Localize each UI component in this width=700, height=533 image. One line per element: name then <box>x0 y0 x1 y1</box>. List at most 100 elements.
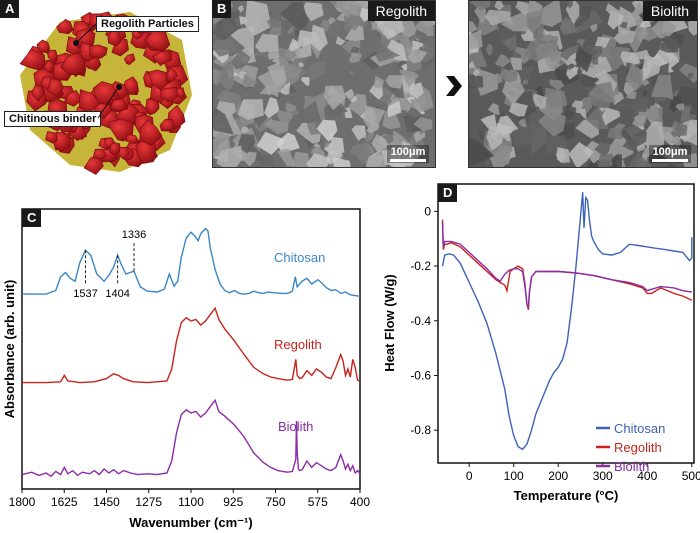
dsc-line-regolith <box>441 219 693 310</box>
sem-grain <box>349 142 372 165</box>
sem-grain <box>625 63 644 92</box>
regolith-particle <box>43 60 55 74</box>
sem-grain <box>525 9 543 34</box>
sem-grain <box>363 105 386 134</box>
regolith-scale-label: 100μm <box>390 146 426 158</box>
sem-grain <box>237 5 244 13</box>
sem-grain <box>285 26 294 34</box>
sem-grain <box>651 74 674 100</box>
sem-grain <box>508 102 528 117</box>
sem-grain <box>267 17 282 28</box>
biolith-scale-label: 100μm <box>652 146 688 158</box>
sem-grain <box>279 1 309 31</box>
dsc-line-chitosan <box>441 192 693 451</box>
sem-grain <box>689 114 697 120</box>
biolith-scalebar: 100μm <box>649 145 691 163</box>
sem-grain <box>659 35 679 53</box>
sem-grain <box>589 23 598 33</box>
regolith-scalebar: 100μm <box>387 145 429 163</box>
regolith-particles-render <box>19 11 192 175</box>
sem-grain <box>302 2 324 22</box>
regolith-particle <box>123 53 136 66</box>
x-tick-label: 400 <box>350 495 370 509</box>
sem-grain <box>332 157 351 167</box>
sem-grain <box>556 147 570 163</box>
sem-grain <box>306 153 332 167</box>
regolith-particle <box>147 69 172 90</box>
sem-grain <box>213 39 238 57</box>
sem-grain <box>640 55 663 81</box>
sem-grain <box>300 76 310 86</box>
sem-grain <box>260 154 274 167</box>
biolith-texture <box>469 1 697 167</box>
sem-grain <box>589 62 595 68</box>
sem-grain <box>574 48 592 73</box>
sem-grain <box>629 95 648 112</box>
sem-grain <box>326 148 343 165</box>
sem-grain <box>267 40 280 60</box>
sem-grain <box>469 74 484 88</box>
panel-c: 1537 1404 1336 1800 1625 1450 1275 1100 925 750 5… <box>0 205 370 533</box>
panel-c-label: C <box>22 209 42 227</box>
panel-d-label: D <box>438 184 458 202</box>
sem-grain <box>598 107 607 114</box>
y-tick-label: -0.8 <box>410 423 431 437</box>
x-tick-label: 1450 <box>93 495 120 509</box>
sem-grain <box>515 66 535 81</box>
sem-grain <box>605 3 620 21</box>
sem-grain <box>322 100 348 116</box>
sem-grain <box>676 86 697 106</box>
sem-grain <box>608 45 619 56</box>
sem-grain <box>543 33 552 43</box>
sem-grain <box>366 154 385 167</box>
sem-grain <box>559 59 565 65</box>
y-tick-label: -0.4 <box>410 314 431 328</box>
dsc-xlabel: Temperature (°C) <box>514 488 619 503</box>
regolith-particle <box>46 77 64 98</box>
sem-grain <box>579 96 593 115</box>
regolith-particle <box>139 119 163 146</box>
sem-grain <box>485 43 493 56</box>
x-tick-label: 750 <box>265 495 285 509</box>
regolith-particle <box>31 84 44 102</box>
y-tick-label: -0.2 <box>410 259 431 273</box>
series-label-regolith: Regolith <box>274 337 322 352</box>
series-label-chitosan: Chitosan <box>274 250 325 265</box>
sem-grain <box>565 1 573 9</box>
sem-grain <box>382 135 394 144</box>
sem-grain <box>237 99 264 120</box>
ftir-ylabel: Absorbance (arb. unit) <box>2 280 17 419</box>
annotation-1404: 1404 <box>105 288 129 300</box>
regolith-particle <box>92 148 108 160</box>
sem-grain <box>531 93 547 109</box>
sem-grain <box>474 5 486 24</box>
sem-grain <box>348 52 362 64</box>
sem-grain <box>496 115 519 136</box>
sem-grain <box>568 63 575 70</box>
chevron-right-icon <box>446 76 462 96</box>
sem-grain <box>501 10 529 32</box>
sem-grain <box>414 29 428 41</box>
sem-grain <box>511 121 539 147</box>
sem-grain <box>601 107 621 126</box>
sem-grain <box>276 132 300 154</box>
sem-grain <box>239 151 257 167</box>
sem-grain <box>407 48 428 64</box>
sem-grain <box>594 141 611 157</box>
x-tick-label: 300 <box>593 469 613 483</box>
sem-grain <box>213 107 234 135</box>
sem-grain <box>313 142 321 148</box>
sem-grain <box>571 66 579 74</box>
sem-grain <box>568 142 594 167</box>
sem-grain <box>494 1 504 11</box>
sem-grain <box>518 118 527 128</box>
sem-grain <box>634 156 652 167</box>
legend-label-biolith: Biolith <box>614 459 649 474</box>
sem-grain <box>670 136 681 147</box>
legend-label-regolith: Regolith <box>614 440 662 455</box>
sem-grain <box>494 54 512 68</box>
sem-grain <box>328 17 336 25</box>
legend-label-chitosan: Chitosan <box>614 421 665 436</box>
x-tick-label: 1800 <box>9 495 36 509</box>
sem-grain <box>498 69 518 83</box>
